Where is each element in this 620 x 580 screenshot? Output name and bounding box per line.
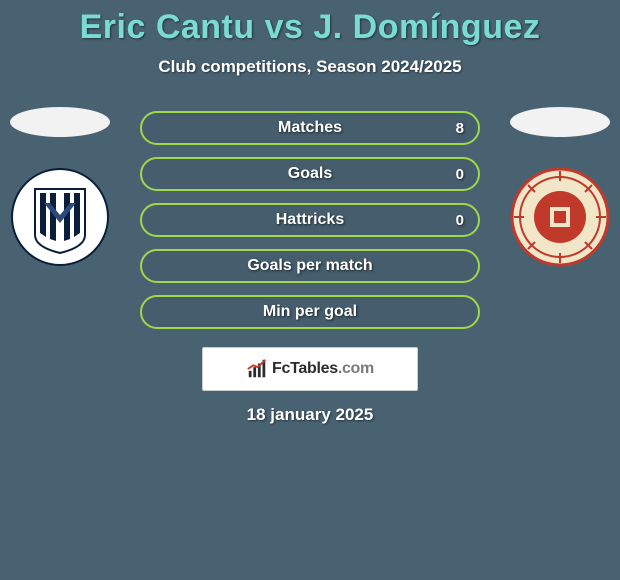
chart-icon bbox=[246, 358, 268, 380]
stat-label: Hattricks bbox=[276, 211, 344, 229]
player-right-column bbox=[500, 107, 620, 267]
stat-right-value: 8 bbox=[456, 120, 464, 137]
watermark-suffix: .com bbox=[338, 360, 374, 377]
watermark-text: FcTables.com bbox=[272, 360, 374, 378]
stat-row-matches: Matches 8 bbox=[140, 111, 480, 145]
stat-row-goals-per-match: Goals per match bbox=[140, 249, 480, 283]
stat-row-hattricks: Hattricks 0 bbox=[140, 203, 480, 237]
toluca-badge-icon bbox=[510, 167, 610, 267]
player-right-avatar bbox=[510, 107, 610, 137]
stat-label: Matches bbox=[278, 119, 342, 137]
watermark-brand: FcTables bbox=[272, 360, 338, 377]
stat-right-value: 0 bbox=[456, 212, 464, 229]
player-left-avatar bbox=[10, 107, 110, 137]
stats-column: Matches 8 Goals 0 Hattricks 0 Goals per … bbox=[140, 111, 480, 329]
stat-label: Goals bbox=[288, 165, 332, 183]
watermark[interactable]: FcTables.com bbox=[202, 347, 418, 391]
comparison-card: Eric Cantu vs J. Domínguez Club competit… bbox=[0, 0, 620, 425]
page-subtitle: Club competitions, Season 2024/2025 bbox=[158, 57, 461, 77]
stat-label: Min per goal bbox=[263, 303, 357, 321]
page-title: Eric Cantu vs J. Domínguez bbox=[80, 8, 541, 47]
player-left-column bbox=[0, 107, 120, 267]
stat-right-value: 0 bbox=[456, 166, 464, 183]
player-left-club-badge bbox=[10, 167, 110, 267]
monterrey-badge-icon bbox=[10, 167, 110, 267]
stat-label: Goals per match bbox=[247, 257, 372, 275]
comparison-row: Matches 8 Goals 0 Hattricks 0 Goals per … bbox=[0, 107, 620, 329]
stat-row-goals: Goals 0 bbox=[140, 157, 480, 191]
stat-row-min-per-goal: Min per goal bbox=[140, 295, 480, 329]
player-right-club-badge bbox=[510, 167, 610, 267]
date-text: 18 january 2025 bbox=[247, 405, 374, 425]
